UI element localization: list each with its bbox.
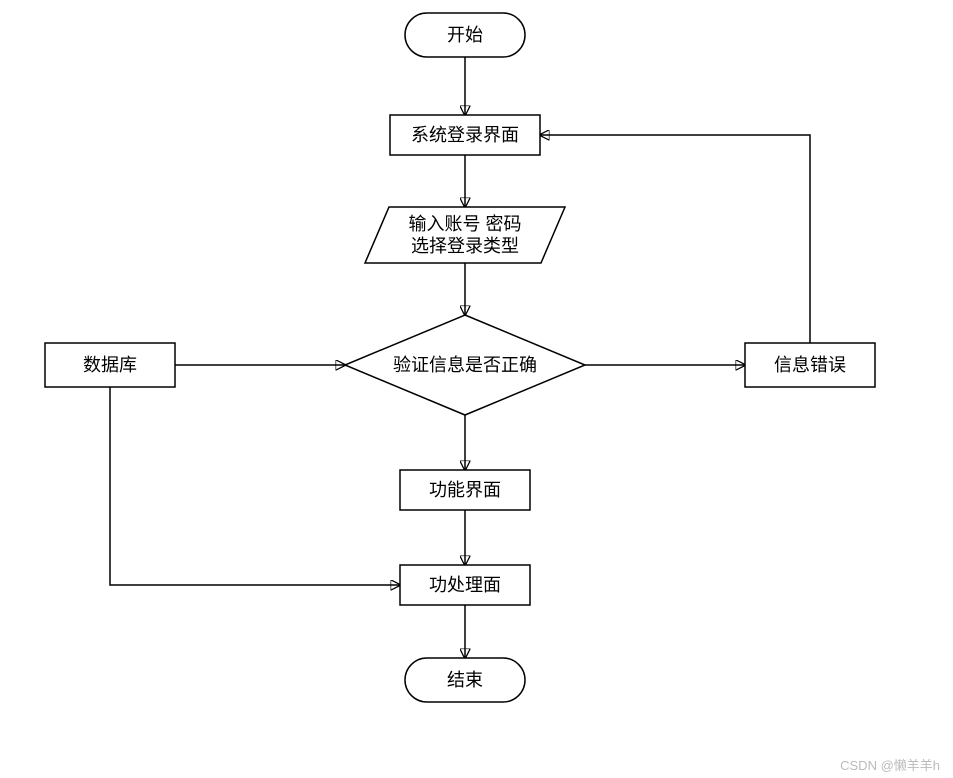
edge-db-process (110, 387, 400, 585)
edge-err-login_ui (540, 135, 810, 343)
node-err-label: 信息错误 (774, 355, 846, 375)
node-db-label: 数据库 (83, 355, 137, 375)
nodes-group: 开始系统登录界面输入账号 密码选择登录类型验证信息是否正确数据库信息错误功能界面… (45, 13, 875, 702)
watermark-text: CSDN @懒羊羊h (840, 758, 940, 773)
node-start: 开始 (405, 13, 525, 57)
node-input-label2: 选择登录类型 (411, 236, 519, 256)
node-process-label: 功处理面 (429, 575, 501, 595)
node-err: 信息错误 (745, 343, 875, 387)
node-login_ui: 系统登录界面 (390, 115, 540, 155)
node-input-label1: 输入账号 密码 (408, 214, 521, 234)
node-func_ui-label: 功能界面 (429, 480, 501, 500)
node-start-label: 开始 (447, 25, 483, 45)
node-end: 结束 (405, 658, 525, 702)
node-db: 数据库 (45, 343, 175, 387)
node-input: 输入账号 密码选择登录类型 (365, 207, 565, 263)
node-func_ui: 功能界面 (400, 470, 530, 510)
node-process: 功处理面 (400, 565, 530, 605)
node-decision: 验证信息是否正确 (345, 315, 585, 415)
node-decision-label: 验证信息是否正确 (393, 355, 537, 375)
flowchart-canvas: 开始系统登录界面输入账号 密码选择登录类型验证信息是否正确数据库信息错误功能界面… (0, 0, 953, 778)
node-login_ui-label: 系统登录界面 (411, 125, 519, 145)
node-end-label: 结束 (447, 670, 483, 690)
